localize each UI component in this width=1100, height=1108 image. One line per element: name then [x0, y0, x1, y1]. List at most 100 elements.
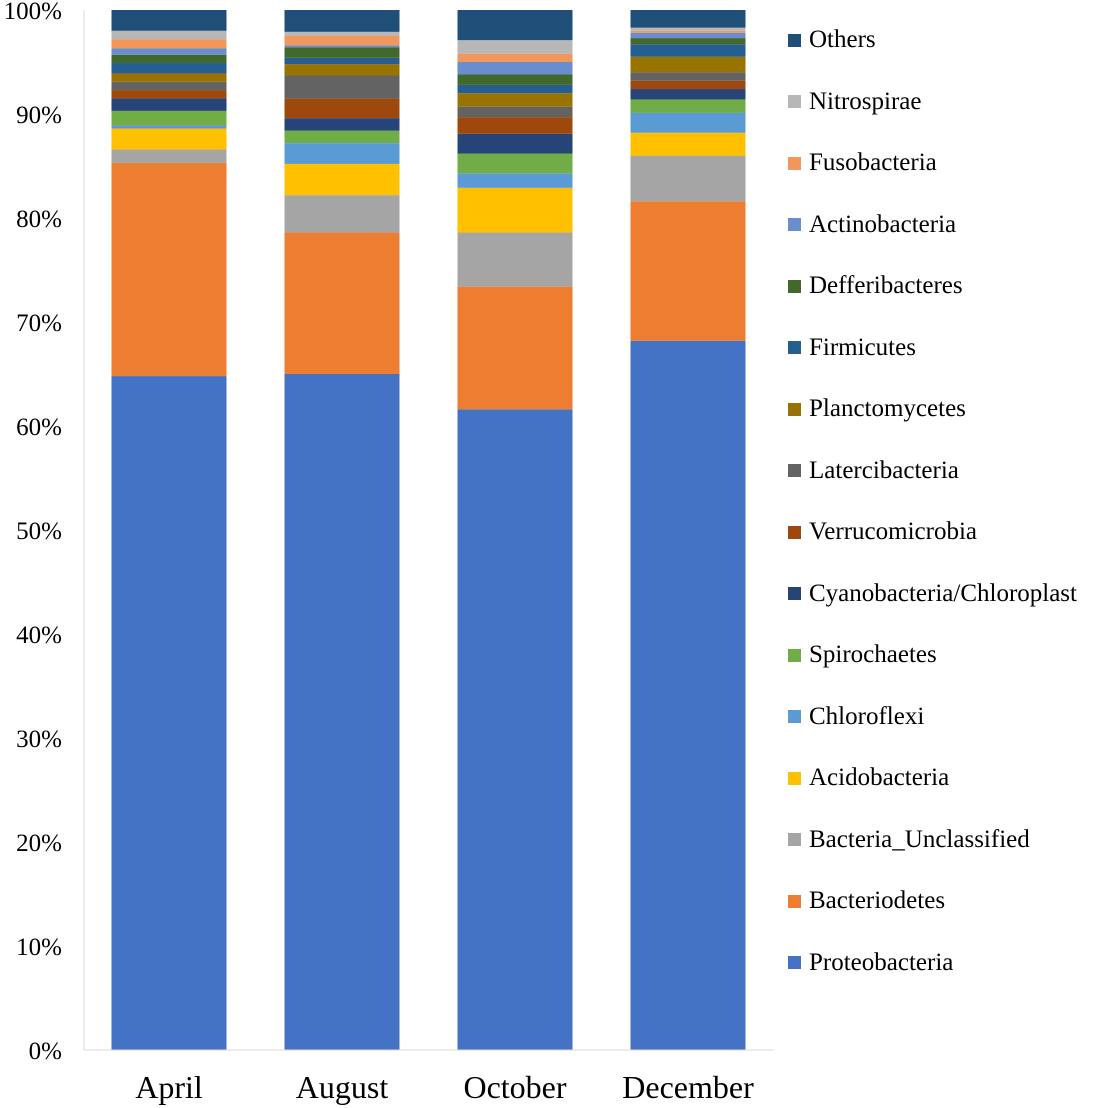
legend-item: Firmicutes: [788, 332, 916, 364]
legend-item: Spirochaetes: [788, 639, 937, 671]
bars-layer: [111, 10, 746, 1051]
y-tick-label: 40%: [16, 622, 62, 649]
legend-item: Bacteriodetes: [788, 885, 945, 917]
bar-segment-december-1: [630, 201, 746, 341]
bar-segment-october-11: [457, 74, 573, 85]
bar-segment-october-5: [457, 153, 573, 174]
bar-segment-april-11: [111, 54, 227, 64]
bar-stack-august: [284, 10, 400, 1050]
legend-item: Actinobacteria: [788, 209, 956, 241]
bar-segment-april-12: [111, 48, 227, 55]
legend-item: Bacteria_Unclassified: [788, 824, 1030, 856]
x-tick-label: December: [622, 1069, 754, 1105]
bar-segment-december-4: [630, 112, 746, 133]
bar-segment-april-14: [111, 30, 227, 40]
bar-segment-december-7: [630, 80, 746, 90]
bar-segment-april-9: [111, 73, 227, 82]
legend-swatch: [788, 771, 801, 785]
bar-segment-april-6: [111, 98, 227, 111]
y-tick-label: 0%: [29, 1038, 62, 1065]
bar-segment-april-5: [111, 110, 227, 126]
legend-label: Actinobacteria: [809, 210, 957, 238]
bar-segment-december-10: [630, 44, 746, 57]
bar-segment-december-15: [630, 10, 746, 28]
bar-segment-october-13: [457, 53, 573, 62]
legend-item: Proteobacteria: [788, 947, 953, 979]
bar-segment-april-13: [111, 39, 227, 49]
legend-swatch: [788, 218, 801, 231]
bar-segment-october-2: [457, 232, 573, 287]
bar-segment-december-6: [630, 89, 746, 100]
legend-swatch: [788, 710, 801, 723]
bar-segment-december-9: [630, 56, 746, 73]
bar-segment-august-10: [284, 57, 400, 65]
legend-item: Others: [788, 24, 876, 56]
bar-segment-august-13: [284, 36, 400, 46]
bar-segment-august-2: [284, 195, 400, 233]
bar-segment-april-0: [111, 376, 227, 1051]
y-tick-label: 100%: [4, 0, 62, 25]
bar-segment-october-0: [457, 409, 573, 1050]
legend-label: Planctomycetes: [809, 395, 966, 422]
legend-item: Latercibacteria: [788, 455, 959, 487]
legend-label: Acidobacteria: [809, 764, 950, 791]
legend-swatch: [788, 648, 801, 662]
y-tick-label: 10%: [16, 934, 62, 961]
y-tick-label: 20%: [16, 830, 62, 857]
legend-swatch: [788, 341, 801, 354]
bar-segment-august-6: [284, 118, 400, 131]
x-tick-label: October: [463, 1069, 566, 1105]
bar-stack-october: [457, 10, 573, 1050]
bar-segment-december-12: [630, 32, 746, 39]
bar-segment-april-8: [111, 81, 227, 91]
legend-swatch: [788, 894, 801, 908]
bar-segment-april-1: [111, 162, 227, 377]
legend-item: Fusobacteria: [788, 147, 937, 179]
bar-segment-october-3: [457, 187, 573, 233]
bar-segment-august-1: [284, 232, 400, 374]
bar-segment-august-15: [284, 10, 400, 32]
bar-segment-october-12: [457, 62, 573, 75]
x-tick-label: April: [135, 1069, 203, 1105]
legend-swatch: [788, 402, 801, 416]
bar-segment-december-2: [630, 155, 746, 202]
legend-item: Verrucomicrobia: [788, 516, 977, 548]
legend-item: Acidobacteria: [788, 762, 949, 794]
bar-segment-april-10: [111, 63, 227, 74]
bar-segment-october-4: [457, 173, 573, 188]
bar-segment-august-3: [284, 163, 400, 196]
x-tick-label: August: [296, 1069, 389, 1105]
y-axis-tick-labels: 0% 10% 20% 30% 40% 50% 60% 70% 80% 90% 100%: [4, 0, 62, 1065]
legend-swatch: [788, 279, 801, 293]
legend-item: Planctomycetes: [788, 393, 966, 425]
legend-swatch: [788, 956, 801, 969]
bar-segment-april-3: [111, 128, 227, 150]
legend-item: Cyanobacteria/Chloroplast: [788, 578, 1077, 610]
bar-segment-april-2: [111, 149, 227, 163]
bar-segment-october-7: [457, 117, 573, 134]
legend-label: Fusobacteria: [809, 149, 937, 176]
x-axis-tick-labels: April August October December: [135, 1069, 754, 1105]
bar-segment-august-12: [284, 45, 400, 48]
bar-segment-december-5: [630, 99, 746, 113]
legend-swatch: [788, 464, 801, 477]
bar-segment-october-15: [457, 10, 573, 41]
bar-segment-december-13: [630, 30, 746, 33]
y-tick-label: 90%: [16, 102, 62, 129]
bar-segment-december-8: [630, 72, 746, 81]
y-tick-label: 60%: [16, 414, 62, 441]
legend-swatch: [788, 156, 801, 170]
bar-segment-april-15: [111, 10, 227, 31]
legend-label: Cyanobacteria/Chloroplast: [809, 579, 1077, 607]
bar-stack-december: [630, 10, 746, 1051]
bar-segment-december-0: [630, 340, 746, 1051]
legend-label: Bacteria_Unclassified: [809, 825, 1030, 853]
legend-label: Spirochaetes: [809, 641, 937, 668]
bar-segment-december-14: [630, 27, 746, 31]
legend-label: Chloroflexi: [809, 702, 925, 730]
bar-segment-august-11: [284, 47, 400, 58]
bar-segment-october-9: [457, 93, 573, 107]
legend-swatch: [788, 95, 801, 108]
